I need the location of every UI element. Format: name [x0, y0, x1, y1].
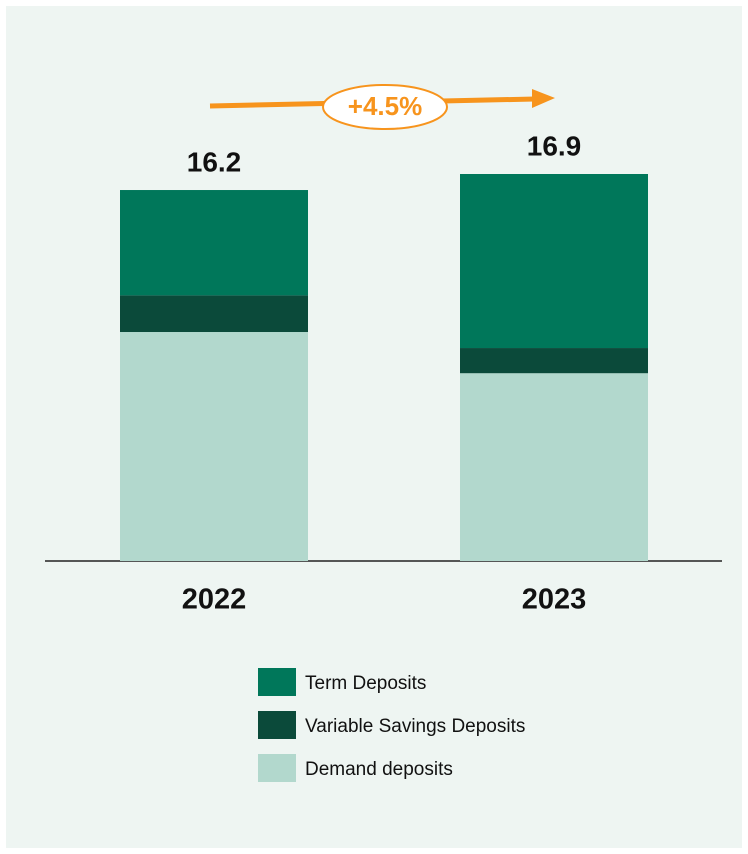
- total-label: 16.2: [187, 146, 242, 177]
- legend-label: Variable Savings Deposits: [305, 716, 525, 737]
- legend-label: Demand deposits: [305, 759, 453, 780]
- bar-segment: [460, 348, 648, 374]
- bar-segment: [460, 373, 648, 561]
- x-tick-label: 2022: [182, 584, 247, 616]
- annotation: +4.5%: [348, 91, 422, 121]
- annotation-bubble: [322, 84, 448, 130]
- legend-swatch: [258, 754, 296, 782]
- x-tick-label: 2023: [522, 584, 587, 616]
- bar-segment: [120, 295, 308, 333]
- legend-swatch: [258, 711, 296, 739]
- legend-swatch: [258, 668, 296, 696]
- arrow-head: [532, 89, 555, 108]
- bar-segment: [120, 190, 308, 296]
- bar-segment: [460, 174, 648, 349]
- legend-label: Term Deposits: [305, 673, 426, 694]
- bar-segment: [120, 332, 308, 561]
- total-label: 16.9: [527, 130, 582, 161]
